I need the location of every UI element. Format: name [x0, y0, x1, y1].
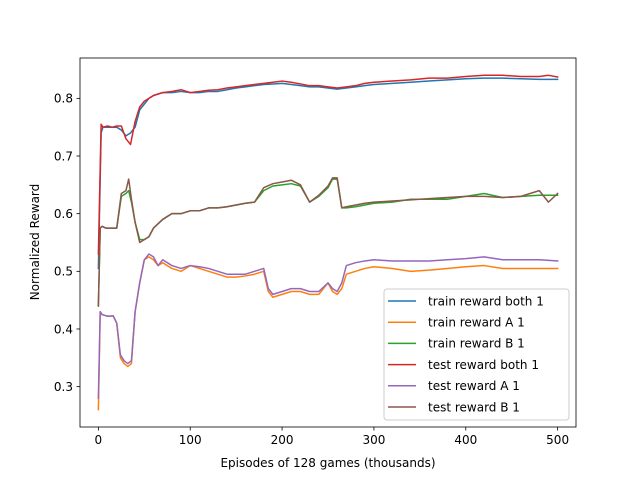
legend-label: train reward both 1: [428, 294, 544, 308]
series-line-test-reward-both-1: [97, 74, 559, 255]
legend: train reward both 1 train reward A 1 train…: [383, 288, 570, 421]
series-line-test-reward-b-1: [97, 177, 559, 307]
x-tick-label: 200: [271, 433, 294, 447]
y-tick-label: 0.5: [54, 265, 73, 279]
x-tick-label: 0: [95, 433, 103, 447]
legend-entry-train-reward-b-1: train reward B 1: [388, 337, 525, 351]
x-tick-label: 400: [454, 433, 477, 447]
y-axis-label: Normalized Reward: [28, 184, 42, 301]
legend-entry-test-reward-a-1: test reward A 1: [388, 379, 520, 393]
y-tick-label: 0.8: [54, 92, 73, 106]
legend-entry-train-reward-both-1: train reward both 1: [388, 294, 544, 308]
x-tick-label: 500: [546, 433, 569, 447]
legend-items: train reward both 1 train reward A 1 train…: [388, 294, 544, 414]
legend-label: test reward both 1: [428, 358, 539, 372]
legend-entry-train-reward-a-1: train reward A 1: [388, 316, 525, 330]
series-line-train-reward-both-1: [97, 77, 559, 270]
legend-entry-test-reward-b-1: test reward B 1: [388, 400, 520, 414]
y-tick-label: 0.4: [54, 322, 73, 336]
legend-label: train reward B 1: [428, 337, 525, 351]
plot-frame: [79, 57, 577, 428]
series-line-train-reward-a-1: [97, 256, 559, 411]
series-line-test-reward-a-1: [97, 253, 559, 399]
y-tick-label: 0.3: [54, 380, 73, 394]
legend-entry-test-reward-both-1: test reward both 1: [388, 358, 539, 372]
series-lines: [97, 74, 559, 411]
legend-frame: [383, 288, 570, 421]
y-tick-label: 0.7: [54, 149, 73, 163]
legend-label: test reward B 1: [428, 400, 520, 414]
y-axis-ticks: 0.3 0.4 0.5 0.6 0.7 0.8: [54, 92, 80, 394]
x-tick-label: 100: [179, 433, 202, 447]
y-tick-label: 0.6: [54, 207, 73, 221]
x-axis-ticks: 0 100 200 300 400 500: [95, 427, 569, 447]
legend-label: train reward A 1: [428, 316, 525, 330]
x-axis-label: Episodes of 128 games (thousands): [220, 456, 435, 470]
legend-label: test reward A 1: [428, 379, 520, 393]
x-tick-label: 300: [362, 433, 385, 447]
